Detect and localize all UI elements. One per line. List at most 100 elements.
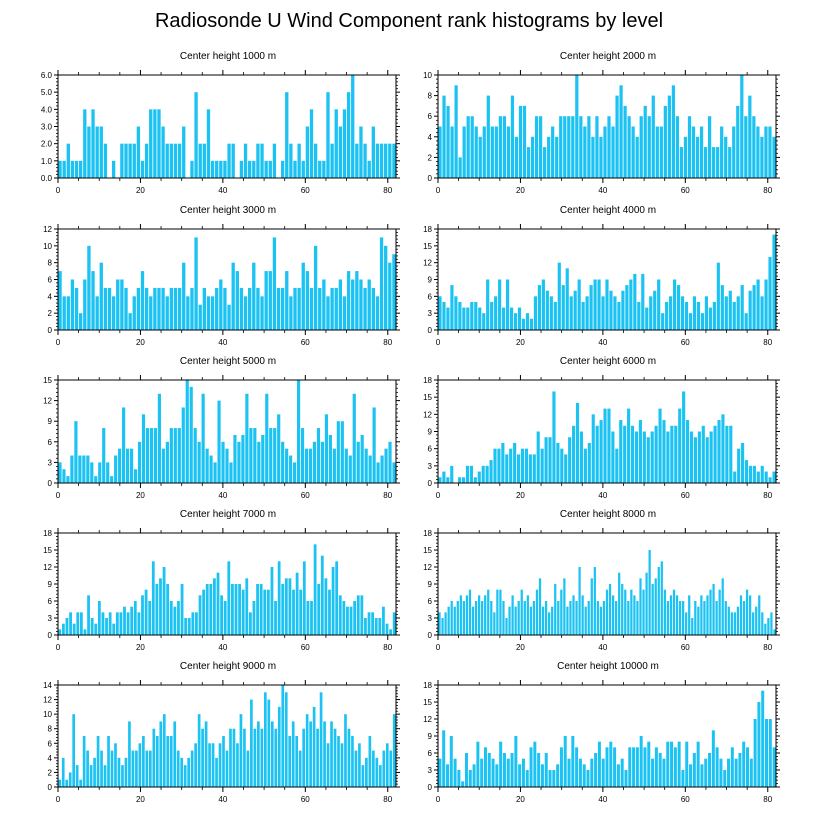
histogram-bar [222, 736, 225, 787]
histogram-bar [624, 589, 627, 635]
histogram-bar [627, 116, 631, 178]
histogram-bar [752, 612, 755, 635]
y-tick-label: 2 [428, 153, 433, 162]
histogram-bar [733, 471, 737, 483]
histogram-bar [219, 279, 223, 330]
histogram-bar [291, 721, 295, 787]
histogram-bar [490, 126, 494, 178]
histogram-bar [611, 126, 615, 178]
histogram-bar [169, 287, 174, 330]
histogram-bar [520, 448, 525, 483]
histogram-bar [201, 728, 204, 787]
histogram-bar [453, 758, 457, 787]
histogram-bar [482, 313, 486, 330]
y-tick-label: 0 [48, 326, 53, 335]
histogram-bar [712, 301, 716, 330]
histogram-bar [103, 765, 107, 787]
histogram-bar [601, 758, 605, 787]
histogram-bar [716, 147, 720, 178]
histogram-bar [157, 393, 161, 483]
histogram-bar [761, 690, 765, 787]
histogram-bar [691, 618, 694, 635]
histogram-bar [646, 437, 650, 483]
histogram-bar [761, 612, 764, 635]
histogram-bar [225, 750, 229, 787]
histogram-bar [605, 279, 609, 330]
histogram-bar [241, 589, 245, 635]
histogram-bar [458, 301, 462, 330]
histogram-bar [252, 160, 256, 178]
histogram-bar [552, 770, 556, 787]
histogram-bar [752, 465, 756, 483]
histogram-bar [454, 296, 458, 330]
histogram-bar [70, 279, 75, 330]
histogram-bar [599, 136, 603, 178]
histogram-bar [305, 714, 309, 787]
histogram-bar [65, 779, 69, 787]
histogram-bar [106, 462, 110, 483]
histogram-bar [367, 160, 371, 178]
histogram-bar [496, 589, 499, 635]
y-tick-label: 0 [428, 326, 433, 335]
y-tick-label: 10 [43, 242, 52, 251]
y-tick-label: 10 [423, 71, 432, 80]
histogram-bar [136, 287, 141, 330]
histogram-bar [209, 584, 213, 635]
histogram-bar [392, 143, 396, 178]
histogram-bar [611, 595, 615, 635]
histogram-bar [295, 736, 299, 787]
histogram-bar [205, 448, 209, 483]
histogram-bar [132, 296, 136, 330]
histogram-bar [342, 601, 346, 635]
histogram-bar [299, 589, 303, 635]
histogram-bar [442, 301, 446, 330]
histogram-bar [733, 612, 737, 635]
histogram-bar [678, 408, 682, 483]
y-tick-label: 3 [48, 458, 53, 467]
histogram-bar [213, 462, 217, 483]
histogram-bar [312, 706, 316, 787]
histogram-bar [62, 469, 66, 483]
x-tick-label: 60 [301, 338, 310, 347]
histogram-bar [447, 606, 450, 635]
histogram-bar [699, 126, 704, 178]
histogram-bar [667, 95, 671, 178]
histogram-bar [382, 750, 386, 787]
histogram-bar [58, 160, 62, 178]
histogram-bar [716, 262, 720, 330]
histogram-bar [613, 747, 617, 787]
histogram-bar [66, 143, 70, 178]
histogram-bar [502, 753, 506, 787]
histogram-bar [537, 285, 541, 330]
histogram-bar [66, 476, 70, 483]
histogram-bar [239, 714, 243, 787]
histogram-bar [633, 595, 636, 635]
y-tick-label: 6 [48, 438, 53, 447]
histogram-bar [392, 254, 396, 330]
histogram-bar [645, 572, 648, 635]
histogram-bar [264, 271, 268, 330]
histogram-bar [284, 578, 288, 635]
histogram-bar [548, 437, 552, 483]
x-tick-label: 20 [516, 491, 525, 500]
histogram-bar [78, 455, 82, 483]
histogram-bar [166, 584, 170, 635]
histogram-bar [547, 136, 551, 178]
y-tick-label: 0 [428, 174, 433, 183]
panel-title: Center height 4000 m [559, 205, 657, 216]
plot-frame [57, 684, 397, 788]
y-tick-label: 2 [48, 309, 53, 318]
histogram-bar [518, 764, 522, 787]
histogram-bar [293, 287, 297, 330]
histogram-bar [301, 262, 305, 330]
histogram-bar [285, 448, 289, 483]
histogram-bar [741, 442, 745, 483]
histogram-bar [74, 421, 78, 483]
histogram-bar [517, 601, 520, 635]
histogram-bar [190, 160, 194, 178]
histogram-bar [218, 743, 222, 787]
histogram-bar [277, 561, 281, 635]
histogram-bar [318, 287, 322, 330]
histogram-bar [630, 425, 635, 483]
